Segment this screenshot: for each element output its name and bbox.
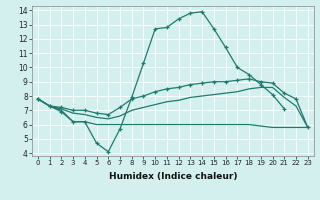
X-axis label: Humidex (Indice chaleur): Humidex (Indice chaleur) <box>108 172 237 181</box>
